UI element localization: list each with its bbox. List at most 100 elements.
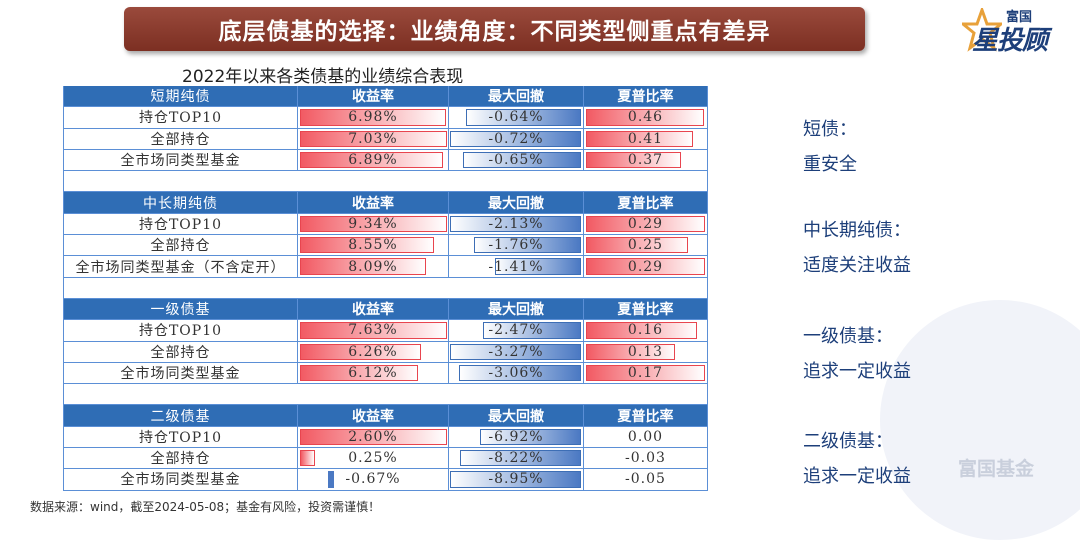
sharpe-cell: 0.13 — [584, 342, 707, 362]
sharpe-cell: 0.29 — [584, 256, 707, 276]
sharpe-cell: 0.17 — [584, 363, 707, 383]
sharpe-cell: 0.37 — [584, 150, 707, 170]
ret-cell: 2.60% — [298, 426, 449, 448]
table-title: 2022年以来各类债基的业绩综合表现 — [182, 67, 464, 87]
ret-bar — [300, 151, 443, 169]
sharpe-value: 0.46 — [627, 109, 664, 126]
dd-bar — [480, 428, 581, 446]
ret-bar — [300, 322, 447, 339]
dd-bar — [473, 237, 581, 254]
dd-value: -1.41% — [488, 258, 544, 275]
sharpe-value: 0.13 — [627, 343, 664, 360]
ret-cell: 0.25% — [298, 448, 449, 469]
section-title: 二级债基 — [64, 405, 298, 426]
dd-cell: -8.22% — [449, 448, 584, 469]
dd-value: -1.76% — [488, 237, 544, 254]
dd-value: -0.64% — [488, 109, 544, 126]
watermark-text: 富国基金 — [958, 458, 1035, 480]
ret-bar — [300, 364, 418, 382]
ret-bar — [300, 237, 434, 254]
dd-bar — [463, 151, 581, 169]
sharpe-bar — [586, 130, 694, 147]
sharpe-value: 0.29 — [627, 258, 664, 275]
row-label: 全部持仓 — [64, 235, 298, 256]
row-label: 全市场同类型基金 — [64, 362, 298, 384]
row-label: 全部持仓 — [64, 128, 298, 149]
ret-value: 6.89% — [348, 152, 398, 169]
dd-bar — [465, 109, 581, 126]
dd-cell: -6.92% — [449, 426, 584, 448]
column-header: 收益率 — [298, 405, 449, 426]
table-row: 持仓TOP10 6.98% -0.64% 0.46 — [64, 107, 707, 129]
dd-value: -8.95% — [488, 471, 544, 488]
sharpe-cell: 0.25 — [584, 235, 707, 255]
dd-bar — [450, 215, 581, 233]
row-label: 持仓TOP10 — [64, 320, 298, 341]
dd-bar — [494, 258, 581, 275]
logo-big-text: 星投顾 — [972, 26, 1048, 56]
dd-value: -3.27% — [488, 343, 544, 360]
row-label: 持仓TOP10 — [64, 107, 298, 128]
sharpe-bar — [586, 109, 704, 126]
ret-bar — [300, 450, 315, 467]
ret-value: 8.55% — [348, 237, 398, 254]
ret-value: 7.63% — [348, 322, 398, 339]
column-header: 夏普比率 — [584, 192, 707, 213]
dd-cell: -3.27% — [449, 341, 584, 362]
ret-bar — [328, 471, 335, 488]
table-spacer-row — [64, 278, 707, 299]
table-row: 全部持仓 8.55% -1.76% 0.25 — [64, 235, 707, 257]
sharpe-bar — [586, 258, 705, 275]
sharpe-cell: 0.29 — [584, 214, 707, 234]
sharpe-cell: 0.46 — [584, 107, 707, 127]
section-header-row: 一级债基 收益率 最大回撤 夏普比率 — [64, 298, 707, 321]
column-header: 收益率 — [298, 192, 449, 213]
performance-table: 短期纯债 收益率 最大回撤 夏普比率 持仓TOP10 6.98% -0.64% 0.46 全部持… — [63, 86, 708, 491]
dd-value: -3.06% — [488, 365, 544, 381]
ret-bar — [300, 109, 446, 126]
ret-cell: 9.34% — [298, 213, 449, 235]
ret-value: 9.34% — [348, 215, 398, 232]
source-note: 数据来源：wind，截至2024-05-08；基金有风险，投资需谨慎！ — [30, 500, 381, 514]
sharpe-value: 0.17 — [627, 365, 664, 381]
ret-value: -0.67% — [345, 471, 401, 488]
ret-value: 8.09% — [348, 258, 398, 275]
ret-cell: 6.12% — [298, 362, 449, 384]
sharpe-bar — [586, 237, 689, 254]
ret-cell: 8.09% — [298, 256, 449, 277]
ret-cell: 7.03% — [298, 128, 449, 149]
sharpe-value: 0.41 — [627, 130, 664, 147]
row-label: 持仓TOP10 — [64, 213, 298, 235]
ret-bar — [300, 215, 447, 233]
table-row: 全市场同类型基金 6.12% -3.06% 0.17 — [64, 362, 707, 385]
sharpe-bar — [586, 364, 705, 382]
table-row: 持仓TOP10 2.60% -6.92% 0.00 — [64, 426, 707, 449]
dd-bar — [460, 450, 581, 467]
sharpe-cell: -0.05 — [584, 469, 707, 489]
section-header-row: 短期纯债 收益率 最大回撤 夏普比率 — [64, 86, 707, 108]
dd-cell: -1.76% — [449, 235, 584, 256]
ret-value: 6.26% — [348, 343, 398, 360]
column-header: 收益率 — [298, 298, 449, 320]
ret-cell: 6.26% — [298, 341, 449, 362]
row-label: 全市场同类型基金 — [64, 469, 298, 490]
dd-value: -8.22% — [488, 450, 544, 467]
sharpe-cell: -0.03 — [584, 448, 707, 468]
ret-cell: 8.55% — [298, 235, 449, 256]
sharpe-bar — [586, 343, 676, 360]
table-row: 持仓TOP10 7.63% -2.47% 0.16 — [64, 320, 707, 342]
row-label: 持仓TOP10 — [64, 426, 298, 448]
table-row: 全市场同类型基金（不含定开） 8.09% -1.41% 0.29 — [64, 256, 707, 278]
column-header: 夏普比率 — [584, 405, 707, 426]
ret-bar — [300, 130, 447, 147]
dd-value: -2.47% — [488, 322, 544, 339]
dd-value: -2.13% — [488, 215, 544, 232]
slide-title: 底层债基的选择：业绩角度：不同类型侧重点有差异 — [124, 7, 865, 51]
row-label: 全部持仓 — [64, 448, 298, 469]
column-header: 夏普比率 — [584, 86, 707, 107]
side-note-title: 短债： — [803, 119, 857, 140]
dd-value: -0.72% — [488, 130, 544, 147]
column-header: 最大回撤 — [449, 192, 584, 213]
table-row: 全部持仓 7.03% -0.72% 0.41 — [64, 128, 707, 150]
ret-cell: -0.67% — [298, 469, 449, 490]
